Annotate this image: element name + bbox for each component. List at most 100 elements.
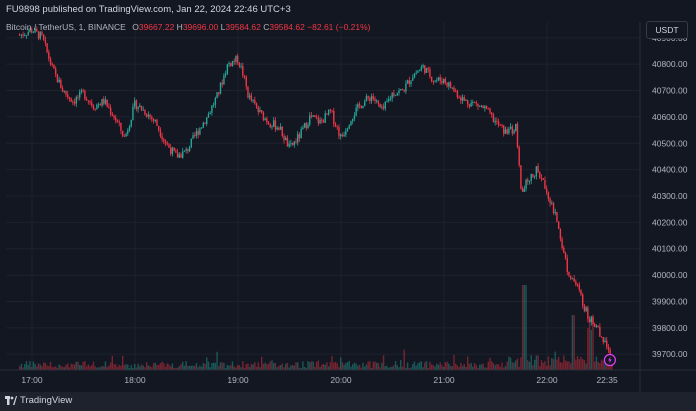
volume-bar — [377, 362, 380, 370]
candle-body — [559, 228, 562, 239]
candle-body — [561, 238, 563, 248]
volume-bar — [549, 365, 551, 370]
volume-bar — [254, 362, 256, 370]
volume-bar — [235, 367, 237, 370]
candle-body — [286, 137, 289, 147]
volume-bar — [168, 364, 170, 370]
candle-body — [310, 115, 313, 117]
volume-bar — [288, 367, 290, 370]
candle-body — [369, 98, 371, 101]
volume-bar — [527, 360, 529, 370]
candle-body — [228, 62, 230, 65]
volume-bar — [590, 329, 592, 370]
candle-body — [123, 136, 126, 137]
volume-bar — [290, 365, 292, 370]
volume-bar — [568, 361, 570, 370]
candle-body — [453, 87, 455, 92]
volume-bar — [273, 363, 275, 370]
volume-bar — [302, 361, 304, 370]
candle-body — [195, 131, 198, 136]
volume-bar — [279, 365, 282, 370]
ohlc-values: O39667.22 H39696.00 L39584.62 C39584.62 … — [132, 22, 371, 32]
volume-bar — [291, 365, 294, 370]
y-tick-label: 40600.00 — [652, 112, 688, 122]
volume-bar — [499, 366, 502, 370]
candle-body — [269, 124, 271, 128]
volume-bar — [178, 366, 180, 370]
volume-bar — [382, 355, 385, 370]
candle-body — [477, 103, 479, 107]
candle-body — [403, 90, 405, 92]
candle-body — [389, 98, 392, 100]
candle-body — [34, 28, 36, 33]
volume-bar — [79, 364, 81, 370]
candle-body — [571, 278, 574, 280]
volume-bar — [588, 319, 591, 370]
candle-body — [441, 80, 443, 84]
volume-bar — [573, 315, 575, 370]
volume-bar — [350, 366, 352, 370]
volume-bar — [520, 357, 522, 370]
candle-body — [444, 78, 447, 83]
volume-bar — [528, 361, 531, 370]
candle-body — [46, 43, 48, 53]
candle-body — [594, 324, 596, 327]
candle-body — [410, 80, 412, 85]
volume-bar — [412, 363, 414, 370]
symbol-legend: Bitcoin / TetherUS, 1, BINANCE O39667.22… — [6, 22, 371, 32]
candle-body — [175, 150, 177, 153]
volume-bar — [578, 359, 580, 370]
candle-body — [39, 32, 41, 39]
volume-bar — [463, 364, 465, 370]
candle-body — [242, 66, 244, 76]
candle-body — [448, 82, 450, 87]
candle-body — [345, 131, 347, 135]
candle-body — [113, 115, 115, 118]
volume-bar — [535, 355, 538, 370]
volume-bar — [374, 361, 376, 370]
volume-bar — [87, 364, 90, 370]
volume-bar — [417, 363, 419, 370]
volume-bar — [170, 366, 172, 370]
candle-body — [209, 112, 211, 115]
candle-body — [367, 96, 369, 99]
candle-body — [49, 58, 52, 65]
candle-body — [291, 143, 294, 145]
volume-bar — [194, 365, 196, 370]
candle-body — [484, 106, 486, 109]
candle-body — [504, 129, 507, 134]
volume-bar — [118, 364, 120, 370]
volume-bar — [523, 285, 526, 370]
volume-bar — [408, 367, 411, 370]
volume-bar — [293, 365, 296, 370]
candle-body — [315, 117, 318, 118]
volume-bar — [381, 362, 383, 370]
volume-bar — [226, 364, 229, 370]
volume-bar — [216, 351, 218, 370]
candle-body — [54, 68, 57, 75]
candle-body — [321, 119, 323, 121]
candle-body — [73, 101, 76, 104]
candle-body — [374, 98, 376, 101]
candle-body — [271, 126, 273, 128]
volume-bar — [171, 363, 174, 370]
y-tick-label: 40000.00 — [652, 270, 688, 280]
candle-body — [520, 165, 522, 189]
candle-body — [334, 123, 337, 127]
candle-body — [37, 31, 40, 39]
candle-body — [236, 55, 239, 63]
candle-body — [508, 128, 510, 134]
candle-body — [157, 125, 160, 131]
candle-body — [317, 117, 320, 124]
volume-bar — [49, 361, 52, 370]
volume-bar — [82, 361, 84, 370]
volume-bar — [190, 365, 193, 370]
volume-bar — [236, 364, 239, 370]
volume-bar — [80, 365, 83, 370]
currency-badge[interactable]: USDT — [646, 21, 688, 39]
volume-bar — [357, 365, 359, 370]
candle-body — [609, 349, 611, 358]
open-value: 39667.22 — [138, 22, 175, 32]
volume-bar — [319, 366, 321, 370]
